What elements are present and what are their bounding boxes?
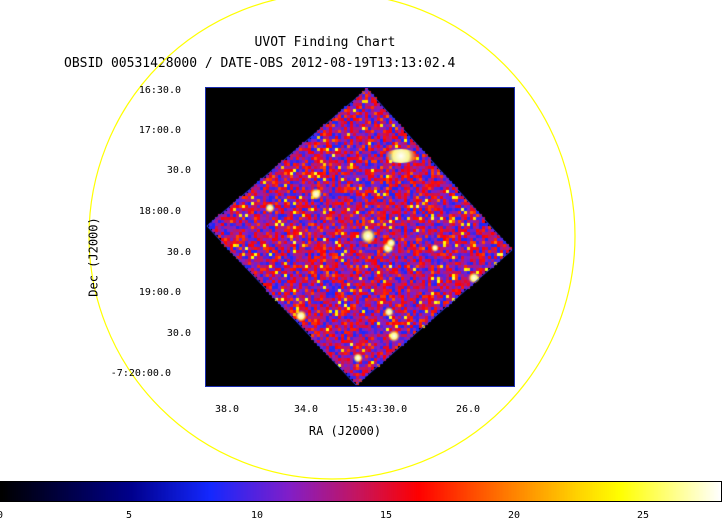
sky-image-canvas (206, 88, 514, 386)
ra-tick-label: 34.0 (293, 404, 319, 415)
chart-subtitle: OBSID 00531428000 / DATE-OBS 2012-08-19T… (64, 56, 456, 71)
colorbar-tick-label: 15 (379, 510, 393, 521)
colorbar-tick-label: 5 (125, 510, 133, 521)
chart-title: UVOT Finding Chart (254, 35, 396, 50)
colorbar-tick-label: 20 (507, 510, 521, 521)
dec-tick-label: -7:20:00.0 (110, 368, 171, 379)
ra-tick-label: 26.0 (455, 404, 481, 415)
dec-tick-label: 16:30.0 (138, 85, 181, 96)
dec-tick-label: 30.0 (166, 247, 191, 258)
x-axis-label: RA (J2000) (308, 424, 382, 438)
ra-tick-label: 38.0 (214, 404, 240, 415)
dec-tick-label: 18:00.0 (138, 206, 181, 217)
ra-tick-label: 15:43:30.0 (346, 404, 408, 415)
dec-tick-label: 17:00.0 (138, 125, 181, 136)
colorbar (0, 481, 722, 502)
dec-tick-label: 30.0 (166, 328, 191, 339)
dec-tick-label: 19:00.0 (138, 287, 181, 298)
colorbar-tick-label: 25 (636, 510, 650, 521)
y-axis-label: Dec (J2000) (86, 217, 101, 297)
dec-tick-label: 30.0 (166, 165, 191, 176)
sky-image (205, 87, 515, 387)
colorbar-tick-label: 10 (250, 510, 264, 521)
colorbar-tick-label: 0 (0, 510, 15, 521)
